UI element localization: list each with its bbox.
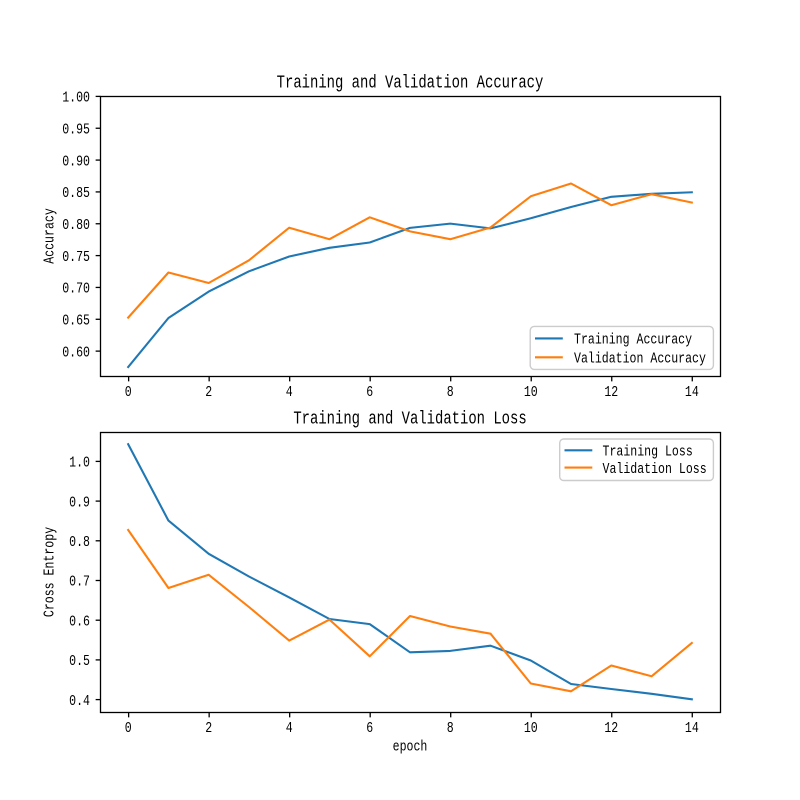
svg-text:0.6: 0.6 — [69, 612, 90, 630]
svg-text:0.65: 0.65 — [62, 311, 90, 329]
svg-text:0.95: 0.95 — [62, 120, 90, 138]
svg-text:0: 0 — [125, 383, 132, 401]
svg-text:Validation Loss: Validation Loss — [603, 460, 707, 478]
svg-text:14: 14 — [685, 719, 699, 737]
svg-text:0.80: 0.80 — [62, 216, 90, 234]
svg-text:0: 0 — [125, 719, 132, 737]
svg-text:epoch: epoch — [393, 738, 428, 756]
svg-text:6: 6 — [366, 719, 373, 737]
svg-text:0.4: 0.4 — [69, 692, 90, 710]
svg-text:0.8: 0.8 — [69, 533, 90, 551]
svg-text:0.5: 0.5 — [69, 652, 90, 670]
svg-text:Training Loss: Training Loss — [603, 443, 693, 461]
svg-text:10: 10 — [524, 383, 538, 401]
svg-text:1.0: 1.0 — [69, 454, 90, 472]
svg-text:2: 2 — [205, 383, 212, 401]
svg-text:4: 4 — [286, 383, 293, 401]
svg-text:0.60: 0.60 — [62, 343, 90, 361]
svg-text:6: 6 — [366, 383, 373, 401]
svg-text:0.9: 0.9 — [69, 493, 90, 511]
svg-text:10: 10 — [524, 719, 538, 737]
svg-text:0.90: 0.90 — [62, 152, 90, 170]
svg-text:Accuracy: Accuracy — [41, 208, 59, 264]
svg-text:Training and Validation Loss: Training and Validation Loss — [293, 410, 526, 430]
svg-text:Cross Entropy: Cross Entropy — [41, 527, 59, 617]
svg-text:Training and Validation Accura: Training and Validation Accuracy — [277, 74, 544, 94]
svg-text:0.75: 0.75 — [62, 248, 90, 266]
svg-text:Validation Accuracy: Validation Accuracy — [574, 350, 706, 368]
svg-text:8: 8 — [447, 719, 454, 737]
svg-text:2: 2 — [205, 719, 212, 737]
svg-text:14: 14 — [685, 383, 699, 401]
svg-text:0.70: 0.70 — [62, 280, 90, 298]
svg-text:4: 4 — [286, 719, 293, 737]
svg-text:8: 8 — [447, 383, 454, 401]
svg-text:12: 12 — [604, 719, 618, 737]
svg-text:1.00: 1.00 — [62, 89, 90, 107]
svg-text:Training Accuracy: Training Accuracy — [574, 331, 692, 349]
svg-text:0.85: 0.85 — [62, 184, 90, 202]
svg-text:0.7: 0.7 — [69, 573, 90, 591]
svg-text:12: 12 — [604, 383, 618, 401]
